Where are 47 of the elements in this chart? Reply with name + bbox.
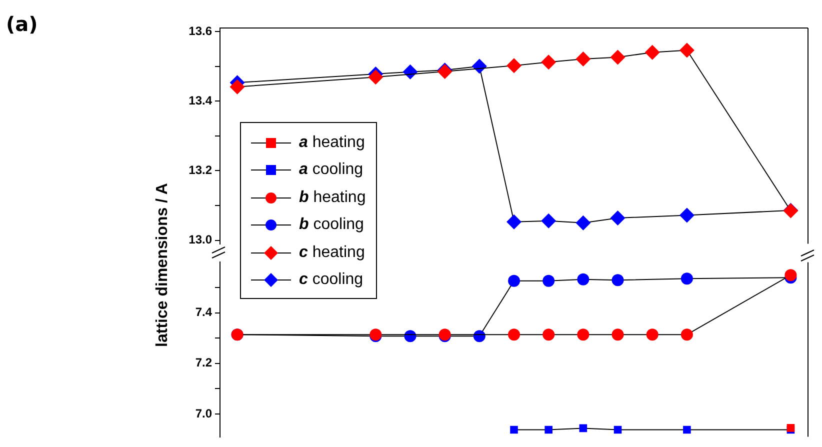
point: [510, 426, 518, 434]
legend-label: a cooling: [299, 161, 364, 180]
point: [508, 274, 520, 287]
y-tick-label: 13.4: [188, 93, 212, 108]
point: [576, 51, 591, 66]
legend-label: a heating: [299, 134, 365, 152]
point: [577, 328, 590, 341]
y-tick-label: 13.2: [188, 163, 212, 178]
point: [472, 58, 487, 74]
point: [368, 70, 384, 85]
point: [402, 64, 418, 80]
point: [542, 274, 555, 287]
point: [544, 426, 552, 434]
text: (a): [6, 12, 38, 36]
point: [579, 424, 588, 432]
point: [541, 213, 556, 228]
point: [644, 44, 660, 60]
point: [610, 50, 626, 65]
point: [610, 210, 626, 226]
y-axis-title: lattice dimensions / A: [154, 183, 172, 347]
y-tick-label: 7.2: [195, 356, 212, 370]
point: [680, 328, 693, 341]
point: [577, 273, 590, 286]
point: [506, 214, 522, 230]
point: [612, 328, 624, 341]
point: [683, 426, 691, 434]
point: [541, 54, 556, 70]
point: [614, 426, 622, 434]
y-tick-label: 13.0: [188, 232, 212, 247]
point: [230, 79, 245, 94]
point: [506, 58, 522, 74]
legend-label: b heating: [299, 188, 366, 207]
y-tick-label: 7.4: [195, 305, 212, 320]
point: [679, 42, 694, 58]
legend-label: c heating: [299, 244, 365, 262]
point: [508, 328, 520, 341]
point: [646, 328, 658, 341]
point: [576, 215, 591, 230]
y-tick-label: 13.6: [188, 24, 212, 38]
point: [542, 328, 555, 341]
legend-label: b cooling: [299, 216, 364, 234]
point: [680, 272, 693, 285]
point: [612, 274, 624, 286]
point: [784, 269, 797, 282]
point: [679, 208, 694, 223]
legend-label: c cooling: [299, 271, 364, 290]
y-tick-label: 7.0: [195, 406, 212, 420]
